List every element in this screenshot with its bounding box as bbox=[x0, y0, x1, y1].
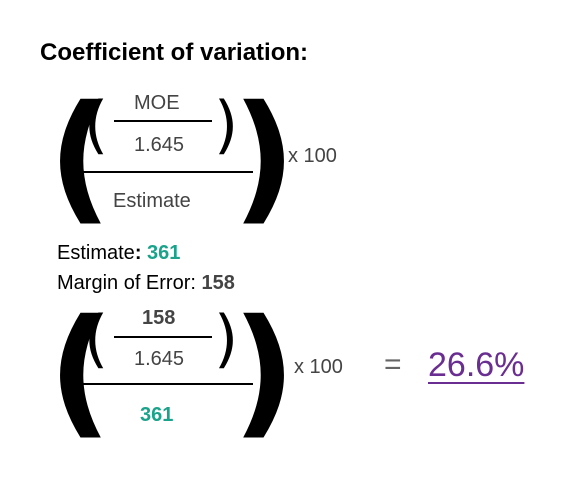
worked-inner-left-paren: ( bbox=[84, 302, 109, 375]
inner-fraction-bar bbox=[114, 120, 212, 122]
formula-divisor: 1.645 bbox=[134, 134, 185, 156]
worked-inner-fraction-bar bbox=[114, 336, 212, 338]
formula-moe-label: MOE bbox=[134, 92, 180, 114]
worked-estimate-value: 361 bbox=[140, 404, 174, 426]
equals-sign: = bbox=[384, 348, 402, 381]
worked-outer-fraction-bar bbox=[75, 383, 253, 385]
result-value: 26.6% bbox=[428, 346, 525, 384]
estimate-colon: : bbox=[134, 242, 142, 264]
estimate-line: Estimate: 361 bbox=[57, 242, 180, 265]
formula-multiplier: x 100 bbox=[288, 145, 337, 167]
worked-moe-value: 158 bbox=[142, 307, 176, 329]
estimate-label: Estimate bbox=[57, 242, 135, 264]
page-title: Coefficient of variation: bbox=[40, 39, 309, 66]
outer-fraction-bar bbox=[75, 171, 253, 173]
moe-label: Margin of Error: bbox=[57, 272, 196, 294]
estimate-value: 361 bbox=[147, 242, 181, 264]
outer-right-paren: ) bbox=[232, 76, 296, 239]
worked-divisor: 1.645 bbox=[134, 348, 185, 370]
outer-left-paren: ( bbox=[48, 76, 112, 239]
worked-multiplier: x 100 bbox=[294, 356, 343, 378]
inner-right-paren: ) bbox=[214, 88, 239, 161]
worked-outer-right-paren: ) bbox=[232, 290, 296, 453]
moe-value: 158 bbox=[201, 272, 235, 294]
worked-outer-left-paren: ( bbox=[48, 290, 112, 453]
inner-left-paren: ( bbox=[84, 88, 109, 161]
moe-line: Margin of Error: 158 bbox=[57, 272, 235, 295]
worked-inner-right-paren: ) bbox=[214, 302, 239, 375]
formula-estimate-label: Estimate bbox=[113, 190, 191, 212]
